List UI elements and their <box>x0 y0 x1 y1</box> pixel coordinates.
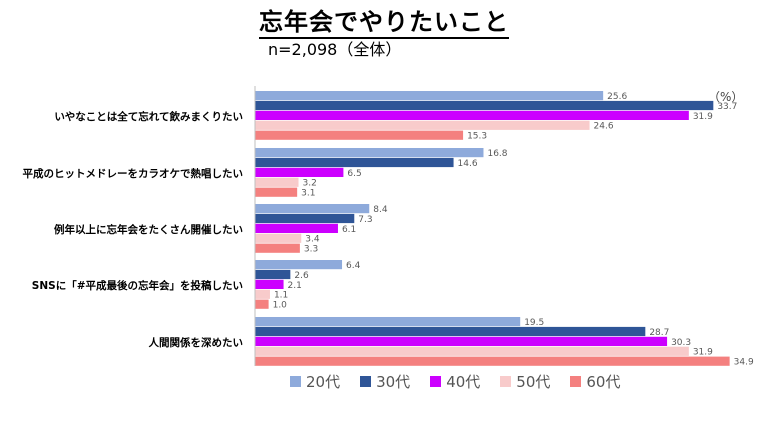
data-label: 2.1 <box>288 281 302 291</box>
legend-swatch <box>500 376 512 387</box>
bar-20代 <box>255 148 484 158</box>
category-label: いやなことは全て忘れて飲みまくりたい <box>54 110 243 123</box>
bar-30代 <box>255 326 646 337</box>
bar-40代 <box>255 167 344 177</box>
bar-60代 <box>255 356 730 366</box>
bar-20代 <box>255 204 370 214</box>
chart-title-text: 忘年会でやりたいこと <box>259 8 509 39</box>
chart-title: 忘年会でやりたいこと <box>0 2 768 39</box>
data-label: 6.5 <box>347 169 361 179</box>
data-label: 14.6 <box>458 159 478 169</box>
data-label: 25.6 <box>607 92 627 102</box>
bar-50代 <box>255 233 302 243</box>
data-label: 6.1 <box>342 225 356 235</box>
category-label: 例年以上に忘年会をたくさん開催したい <box>54 223 243 236</box>
data-label: 2.6 <box>294 271 309 281</box>
category-label: 平成のヒットメドレーをカラオケで熱唱したい <box>23 167 244 180</box>
bar-60代 <box>255 130 464 140</box>
data-label: 16.8 <box>487 149 507 159</box>
bar-20代 <box>255 260 343 270</box>
bar-60代 <box>255 299 269 309</box>
bar-50代 <box>255 177 299 187</box>
bar-30代 <box>255 157 454 168</box>
data-label: 7.3 <box>358 215 372 225</box>
legend-label: 50代 <box>516 373 551 391</box>
bar-20代 <box>255 317 521 327</box>
chart-subtitle: n=2,098（全体） <box>268 40 402 59</box>
data-label: 8.4 <box>373 205 388 215</box>
data-label: 31.9 <box>693 348 713 358</box>
bar-50代 <box>255 289 270 299</box>
bar-50代 <box>255 346 689 356</box>
bar-40代 <box>255 223 338 233</box>
bar-40代 <box>255 279 284 289</box>
category-label: SNSに「#平成最後の忘年会」を投稿したい <box>32 279 243 292</box>
legend-swatch <box>430 376 442 387</box>
data-label: 28.7 <box>649 328 669 338</box>
data-label: 3.2 <box>303 179 317 189</box>
bar-30代 <box>255 100 714 111</box>
legend-label: 20代 <box>306 373 341 391</box>
legend-item: 50代 <box>500 371 550 392</box>
legend-label: 30代 <box>376 373 411 391</box>
data-label: 34.9 <box>734 358 754 368</box>
bar-60代 <box>255 243 300 253</box>
data-label: 1.1 <box>274 291 288 301</box>
legend-label: 60代 <box>586 373 621 391</box>
bar-40代 <box>255 110 689 120</box>
legend-label: 40代 <box>446 373 481 391</box>
category-label: 人間関係を深めたい <box>149 336 244 349</box>
legend-item: 40代 <box>430 371 480 392</box>
legend-swatch <box>360 376 372 387</box>
bar-60代 <box>255 187 298 197</box>
data-label: 3.3 <box>304 245 318 255</box>
legend-item: 60代 <box>570 371 620 392</box>
data-label: 3.4 <box>305 235 320 245</box>
data-label: 33.7 <box>717 102 737 112</box>
legend-item: 30代 <box>360 371 410 392</box>
bar-30代 <box>255 213 355 224</box>
data-label: 24.6 <box>594 122 614 132</box>
bar-40代 <box>255 336 668 346</box>
legend-swatch <box>570 376 582 387</box>
data-label: 6.4 <box>346 261 361 271</box>
data-label: 1.0 <box>273 301 288 311</box>
data-label: 31.9 <box>693 112 713 122</box>
unit-label: （%） <box>708 90 744 104</box>
bar-20代 <box>255 91 604 101</box>
legend-swatch <box>290 376 301 387</box>
data-label: 15.3 <box>467 132 487 142</box>
legend: 20代 30代 40代 50代 60代 <box>290 371 620 392</box>
bar-30代 <box>255 269 291 280</box>
bar-50代 <box>255 120 590 130</box>
legend-item: 20代 <box>290 371 340 392</box>
data-label: 30.3 <box>671 338 691 348</box>
data-label: 19.5 <box>524 318 544 328</box>
data-label: 3.1 <box>301 189 315 199</box>
